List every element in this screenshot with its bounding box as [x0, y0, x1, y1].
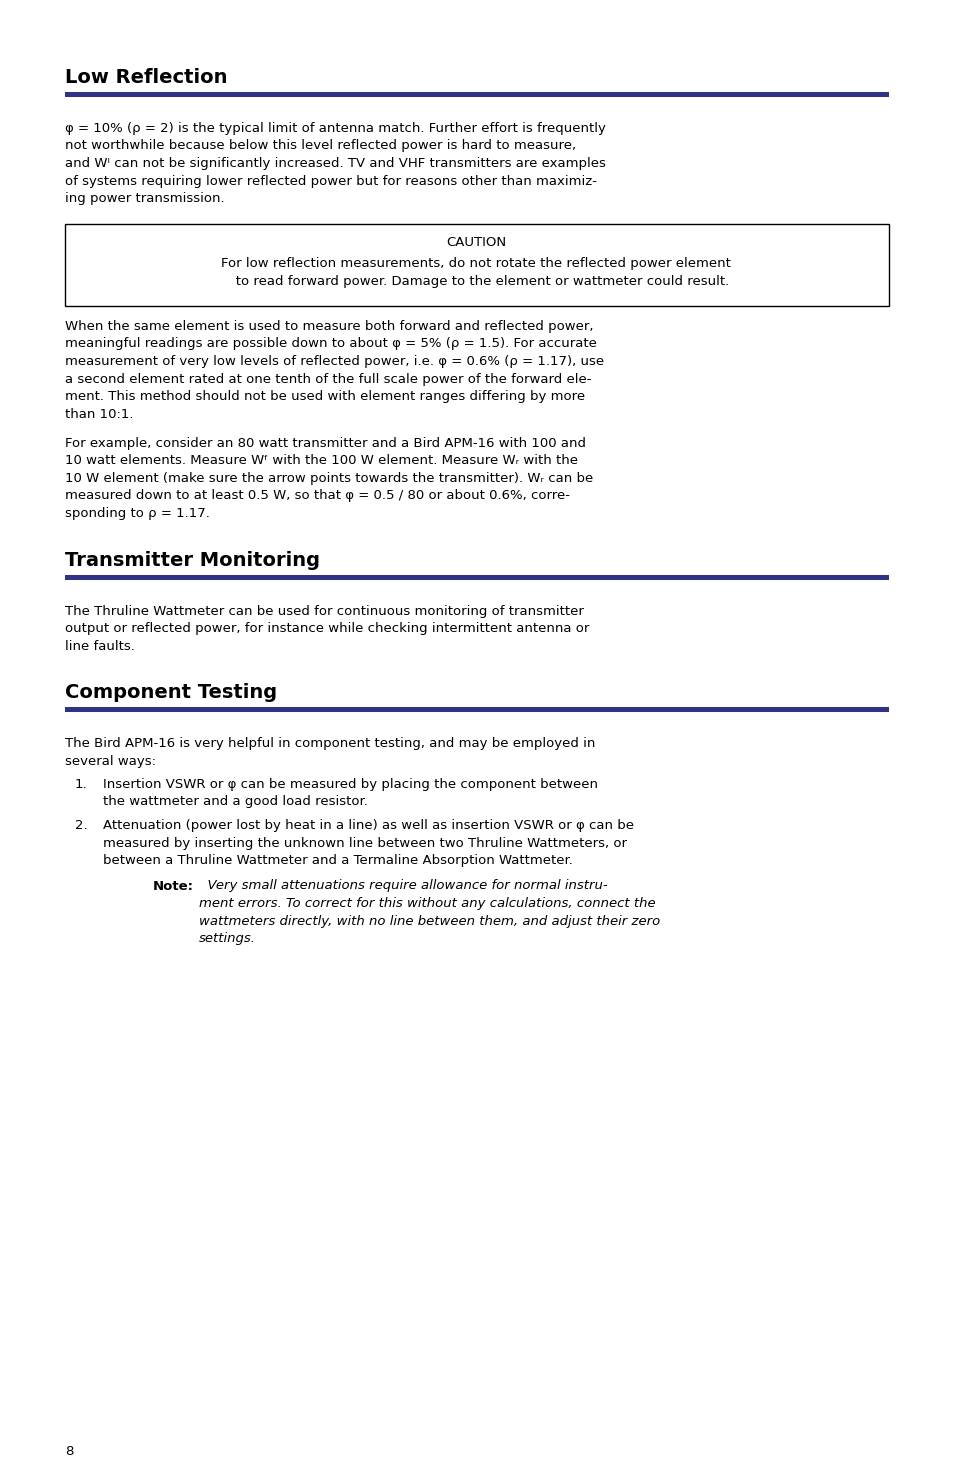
Text: CAUTION: CAUTION	[445, 236, 505, 248]
Text: of systems requiring lower reflected power but for reasons other than maximiz-: of systems requiring lower reflected pow…	[65, 174, 597, 187]
Text: Note:: Note:	[152, 879, 193, 892]
Text: several ways:: several ways:	[65, 755, 156, 767]
Text: Insertion VSWR or φ can be measured by placing the component between: Insertion VSWR or φ can be measured by p…	[103, 777, 598, 791]
Text: settings.: settings.	[199, 932, 255, 945]
Text: For low reflection measurements, do not rotate the reflected power element: For low reflection measurements, do not …	[221, 257, 730, 270]
Text: a second element rated at one tenth of the full scale power of the forward ele-: a second element rated at one tenth of t…	[65, 373, 591, 385]
Text: not worthwhile because below this level reflected power is hard to measure,: not worthwhile because below this level …	[65, 140, 576, 152]
Text: 1.: 1.	[75, 777, 88, 791]
Text: sponding to ρ = 1.17.: sponding to ρ = 1.17.	[65, 507, 210, 521]
Bar	[65, 707, 888, 712]
Text: measured down to at least 0.5 W, so that φ = 0.5 / 80 or about 0.6%, corre-: measured down to at least 0.5 W, so that…	[65, 490, 569, 503]
Text: Very small attenuations require allowance for normal instru-: Very small attenuations require allowanc…	[199, 879, 607, 892]
Text: Low Reflection: Low Reflection	[65, 68, 227, 87]
Text: the wattmeter and a good load resistor.: the wattmeter and a good load resistor.	[103, 795, 368, 808]
Text: output or reflected power, for instance while checking intermittent antenna or: output or reflected power, for instance …	[65, 622, 589, 636]
Text: For example, consider an 80 watt transmitter and a Bird APM-16 with 100 and: For example, consider an 80 watt transmi…	[65, 437, 585, 450]
Text: wattmeters directly, with no line between them, and adjust their zero: wattmeters directly, with no line betwee…	[199, 914, 659, 928]
Text: ment. This method should not be used with element ranges differing by more: ment. This method should not be used wit…	[65, 389, 584, 403]
Text: ment errors. To correct for this without any calculations, connect the: ment errors. To correct for this without…	[199, 897, 655, 910]
Text: between a Thruline Wattmeter and a Termaline Absorption Wattmeter.: between a Thruline Wattmeter and a Terma…	[103, 854, 572, 867]
Text: 2.: 2.	[75, 819, 88, 832]
Text: The Thruline Wattmeter can be used for continuous monitoring of transmitter: The Thruline Wattmeter can be used for c…	[65, 605, 583, 618]
Bar	[65, 574, 888, 580]
Text: line faults.: line faults.	[65, 640, 134, 652]
Text: When the same element is used to measure both forward and reflected power,: When the same element is used to measure…	[65, 320, 593, 333]
Text: to read forward power. Damage to the element or wattmeter could result.: to read forward power. Damage to the ele…	[223, 274, 728, 288]
Text: measured by inserting the unknown line between two Thruline Wattmeters, or: measured by inserting the unknown line b…	[103, 836, 626, 850]
Text: φ = 10% (ρ = 2) is the typical limit of antenna match. Further effort is frequen: φ = 10% (ρ = 2) is the typical limit of …	[65, 122, 605, 136]
Text: Component Testing: Component Testing	[65, 683, 276, 702]
Text: than 10:1.: than 10:1.	[65, 407, 133, 420]
Text: Attenuation (power lost by heat in a line) as well as insertion VSWR or φ can be: Attenuation (power lost by heat in a lin…	[103, 819, 634, 832]
Text: 8: 8	[65, 1446, 73, 1457]
Text: The Bird APM-16 is very helpful in component testing, and may be employed in: The Bird APM-16 is very helpful in compo…	[65, 738, 595, 749]
Text: 10 watt elements. Measure Wᶠ with the 100 W element. Measure Wᵣ with the: 10 watt elements. Measure Wᶠ with the 10…	[65, 454, 578, 468]
Text: Transmitter Monitoring: Transmitter Monitoring	[65, 550, 319, 569]
Bar	[65, 91, 888, 97]
Text: meaningful readings are possible down to about φ = 5% (ρ = 1.5). For accurate: meaningful readings are possible down to…	[65, 338, 597, 351]
Text: 10 W element (make sure the arrow points towards the transmitter). Wᵣ can be: 10 W element (make sure the arrow points…	[65, 472, 593, 485]
Text: ing power transmission.: ing power transmission.	[65, 192, 224, 205]
Text: and Wᴵ can not be significantly increased. TV and VHF transmitters are examples: and Wᴵ can not be significantly increase…	[65, 156, 605, 170]
FancyBboxPatch shape	[65, 224, 888, 305]
Text: measurement of very low levels of reflected power, i.e. φ = 0.6% (ρ = 1.17), use: measurement of very low levels of reflec…	[65, 355, 603, 367]
